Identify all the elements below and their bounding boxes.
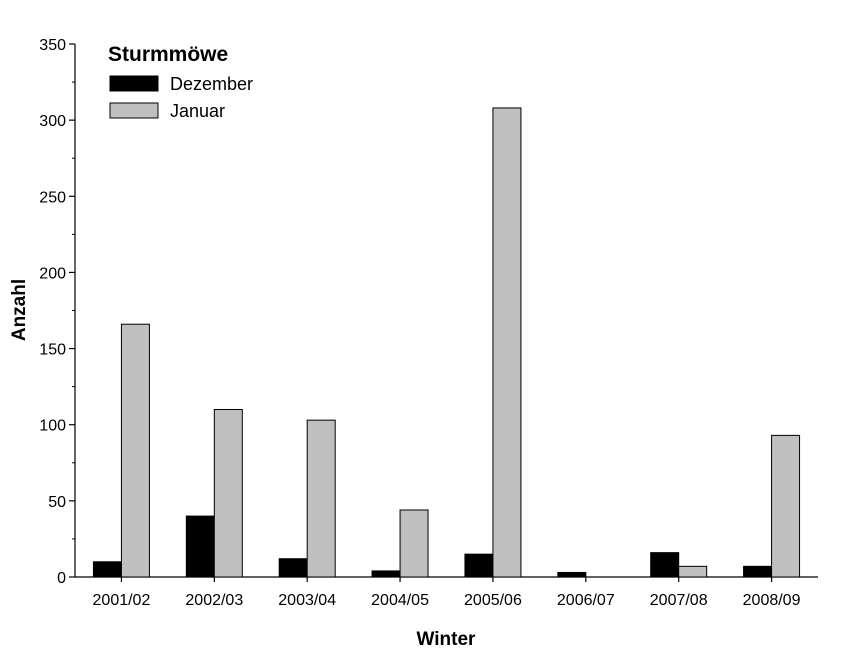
legend: Sturmmöwe Dezember Januar [108, 43, 253, 121]
y-axis-title: Anzahl [9, 279, 30, 341]
y-tick-label: 250 [39, 189, 66, 206]
y-tick-label: 150 [39, 342, 66, 359]
x-tick-label: 2004/05 [371, 592, 429, 609]
x-axis-title: Winter [417, 629, 477, 650]
legend-swatch-januar [109, 102, 159, 119]
bar-dezember-2004-05 [371, 570, 401, 578]
x-tick-label: 2007/08 [650, 592, 708, 609]
y-tick-label: 200 [39, 265, 66, 282]
legend-swatch-dezember [109, 75, 159, 92]
bar-dezember-2008-09 [743, 565, 773, 578]
x-tick-label: 2005/06 [464, 592, 522, 609]
y-tick-label: 300 [39, 113, 66, 130]
x-tick-label: 2008/09 [743, 592, 801, 609]
bar-dezember-2006-07 [557, 571, 587, 578]
bar-januar-2007-08 [678, 565, 708, 578]
bar-dezember-2007-08 [650, 552, 680, 578]
bar-dezember-2005-06 [464, 553, 494, 578]
legend-title: Sturmmöwe [108, 43, 228, 66]
y-tick-label: 100 [39, 418, 66, 435]
bar-januar-2008-09 [771, 434, 801, 578]
x-axis: 2001/02 2002/03 2003/04 2004/05 2005/06 2006/… [75, 576, 818, 609]
legend-label-dezember: Dezember [170, 74, 253, 94]
bar-januar-2002-03 [213, 408, 243, 578]
x-tick-label: 2003/04 [278, 592, 336, 609]
bar-dezember-2003-04 [278, 558, 308, 578]
bars [92, 107, 801, 578]
legend-label-januar: Januar [170, 101, 225, 121]
y-axis: 0 50 100 150 200 250 300 350 [39, 37, 76, 587]
bar-januar-2005-06 [492, 107, 522, 578]
bar-januar-2003-04 [306, 419, 336, 578]
y-tick-label: 50 [48, 494, 66, 511]
bar-januar-2004-05 [399, 509, 429, 578]
x-tick-label: 2002/03 [185, 592, 243, 609]
bar-dezember-2001-02 [92, 561, 122, 578]
x-tick-label: 2001/02 [93, 592, 151, 609]
bar-dezember-2002-03 [185, 515, 215, 578]
bar-januar-2001-02 [120, 323, 150, 578]
y-tick-label: 0 [57, 570, 66, 587]
x-tick-label: 2006/07 [557, 592, 615, 609]
y-tick-label: 350 [39, 37, 66, 54]
